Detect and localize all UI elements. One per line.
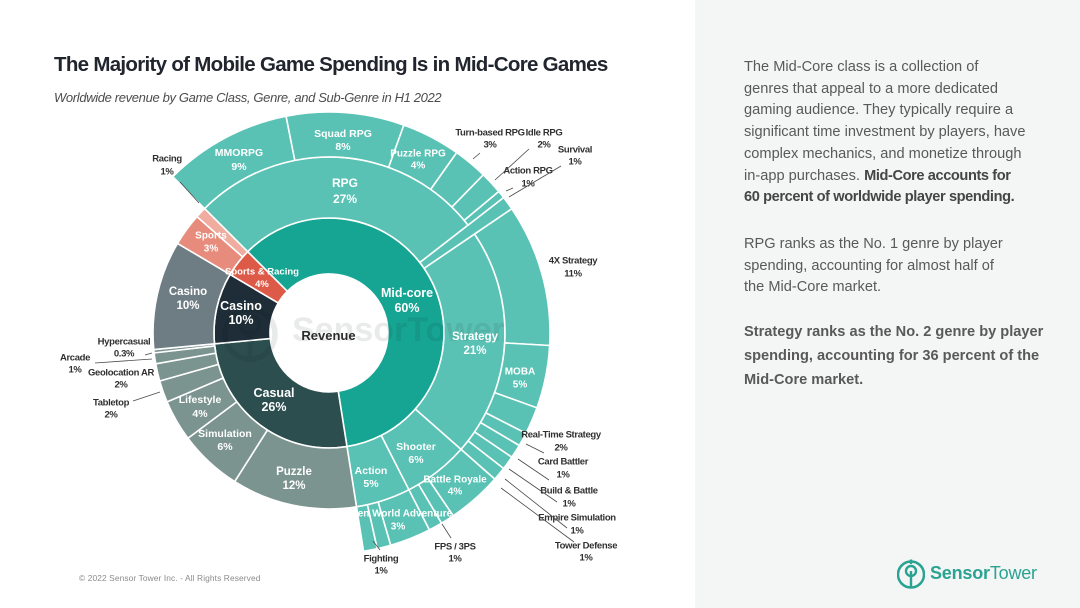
- svg-text:11%: 11%: [564, 269, 582, 280]
- svg-text:27%: 27%: [333, 192, 357, 206]
- svg-text:21%: 21%: [463, 345, 486, 357]
- svg-text:Racing: Racing: [152, 154, 182, 165]
- svg-text:0.3%: 0.3%: [114, 349, 135, 360]
- svg-text:1%: 1%: [374, 566, 388, 577]
- svg-text:SensorTower: SensorTower: [292, 311, 505, 349]
- svg-text:Action RPG: Action RPG: [503, 166, 552, 177]
- svg-text:1%: 1%: [448, 554, 462, 565]
- svg-text:Hypercasual: Hypercasual: [98, 337, 151, 348]
- svg-text:2%: 2%: [104, 410, 118, 421]
- svg-text:FPS / 3PS: FPS / 3PS: [434, 542, 475, 553]
- svg-text:Squad RPG: Squad RPG: [314, 128, 372, 140]
- svg-text:1%: 1%: [556, 470, 570, 481]
- svg-text:5%: 5%: [513, 380, 528, 391]
- svg-text:26%: 26%: [261, 400, 286, 414]
- svg-text:8%: 8%: [335, 141, 351, 153]
- svg-text:3%: 3%: [204, 244, 219, 255]
- svg-text:4%: 4%: [255, 279, 269, 290]
- svg-text:6%: 6%: [217, 441, 233, 453]
- svg-text:Simulation: Simulation: [198, 428, 252, 440]
- svg-text:Card Battler: Card Battler: [538, 457, 589, 468]
- svg-text:Fighting: Fighting: [364, 554, 399, 565]
- svg-text:Geolocation AR: Geolocation AR: [88, 368, 154, 379]
- svg-text:Sports & Racing: Sports & Racing: [225, 267, 299, 278]
- svg-text:RPG: RPG: [332, 176, 358, 190]
- svg-text:Revenue: Revenue: [301, 328, 355, 343]
- svg-text:Puzzle: Puzzle: [276, 466, 312, 478]
- svg-text:6%: 6%: [408, 454, 424, 466]
- svg-text:4X Strategy: 4X Strategy: [549, 256, 598, 267]
- svg-text:Action: Action: [355, 465, 388, 477]
- svg-text:Mid-core: Mid-core: [381, 286, 433, 300]
- svg-text:Tabletop: Tabletop: [93, 398, 130, 409]
- svg-text:Casual: Casual: [254, 386, 295, 400]
- svg-text:Open World Adventure: Open World Adventure: [344, 509, 453, 520]
- svg-text:10%: 10%: [228, 313, 253, 327]
- svg-text:Build & Battle: Build & Battle: [540, 486, 597, 497]
- svg-text:4%: 4%: [192, 408, 208, 420]
- svg-text:Casino: Casino: [169, 286, 207, 298]
- svg-text:2%: 2%: [537, 140, 551, 151]
- svg-text:1%: 1%: [568, 157, 582, 168]
- svg-text:10%: 10%: [176, 300, 199, 312]
- svg-text:Battle Royale: Battle Royale: [423, 475, 487, 486]
- svg-text:Puzzle RPG: Puzzle RPG: [390, 149, 446, 160]
- svg-text:Idle RPG: Idle RPG: [526, 128, 563, 139]
- svg-text:2%: 2%: [114, 380, 128, 391]
- svg-text:2%: 2%: [554, 443, 568, 454]
- svg-text:9%: 9%: [231, 161, 247, 173]
- svg-text:1%: 1%: [570, 526, 584, 537]
- svg-text:Tower Defense: Tower Defense: [555, 541, 617, 552]
- svg-text:1%: 1%: [562, 499, 576, 510]
- svg-text:MOBA: MOBA: [505, 367, 536, 378]
- svg-text:60%: 60%: [394, 301, 419, 315]
- svg-text:1%: 1%: [160, 167, 174, 178]
- svg-text:MMORPG: MMORPG: [215, 147, 263, 159]
- svg-text:Survival: Survival: [558, 145, 592, 156]
- svg-text:4%: 4%: [448, 487, 463, 498]
- svg-text:12%: 12%: [282, 480, 305, 492]
- svg-text:Casino: Casino: [220, 299, 262, 313]
- svg-text:4%: 4%: [411, 161, 426, 172]
- svg-text:3%: 3%: [483, 140, 497, 151]
- svg-text:Real-Time Strategy: Real-Time Strategy: [521, 430, 602, 441]
- svg-text:3%: 3%: [391, 522, 406, 533]
- svg-text:Empire Simulation: Empire Simulation: [538, 513, 616, 524]
- svg-text:Arcade: Arcade: [60, 353, 90, 364]
- svg-text:Turn-based RPG: Turn-based RPG: [455, 128, 524, 139]
- svg-text:Strategy: Strategy: [452, 331, 499, 343]
- svg-text:5%: 5%: [363, 478, 379, 490]
- svg-text:Sports: Sports: [195, 231, 227, 242]
- svg-text:Lifestyle: Lifestyle: [179, 394, 222, 406]
- svg-text:1%: 1%: [68, 365, 82, 376]
- svg-text:1%: 1%: [579, 553, 593, 564]
- svg-text:1%: 1%: [521, 179, 535, 190]
- svg-text:Shooter: Shooter: [396, 441, 436, 453]
